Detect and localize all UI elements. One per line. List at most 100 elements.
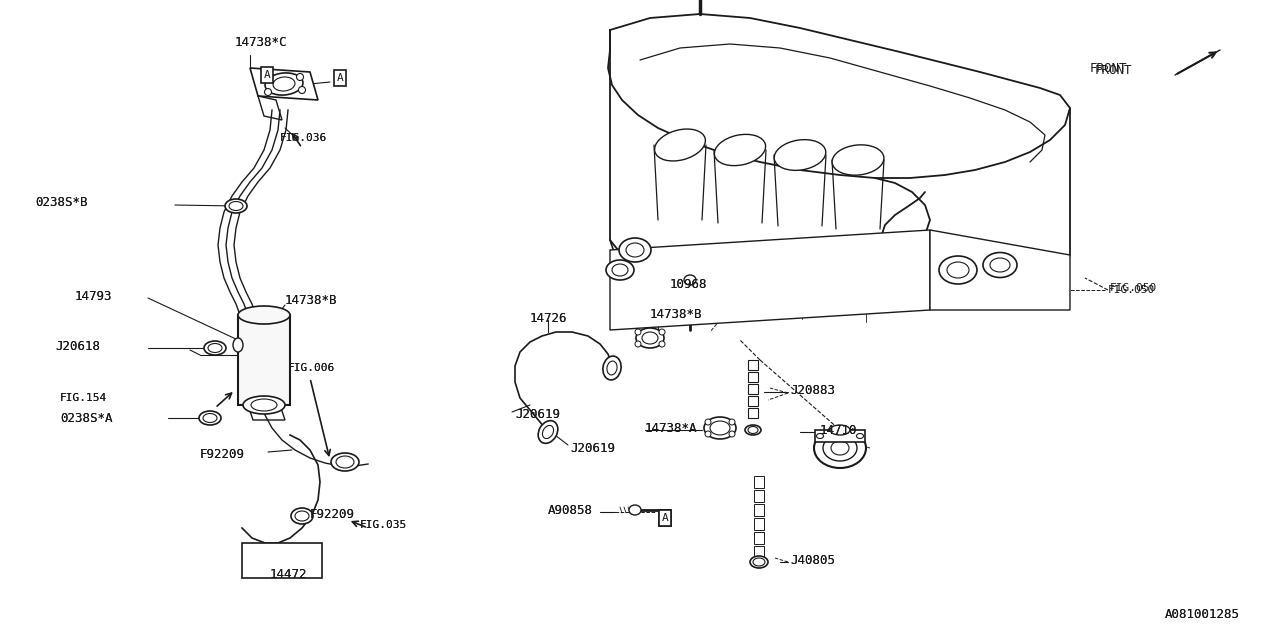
Text: 14793: 14793 — [76, 289, 113, 303]
Ellipse shape — [831, 441, 849, 455]
Text: 0238S*B: 0238S*B — [35, 195, 87, 209]
Text: J40805: J40805 — [790, 554, 835, 566]
Text: 14726: 14726 — [530, 312, 567, 324]
Polygon shape — [220, 262, 241, 278]
Polygon shape — [611, 230, 931, 330]
Polygon shape — [224, 196, 248, 212]
Ellipse shape — [225, 199, 247, 213]
Polygon shape — [224, 278, 246, 292]
Text: 10968: 10968 — [669, 278, 708, 291]
Bar — [748, 372, 758, 382]
Text: 14710: 14710 — [820, 424, 858, 436]
Text: F92209: F92209 — [310, 509, 355, 522]
Ellipse shape — [291, 508, 314, 524]
Ellipse shape — [714, 134, 765, 166]
Ellipse shape — [643, 332, 658, 344]
Text: FIG.154: FIG.154 — [60, 393, 108, 403]
Ellipse shape — [750, 556, 768, 568]
Ellipse shape — [856, 433, 864, 438]
Ellipse shape — [612, 264, 628, 276]
Bar — [748, 408, 758, 418]
Bar — [754, 546, 764, 558]
Bar — [748, 384, 758, 394]
Text: FIG.006: FIG.006 — [288, 363, 335, 373]
Text: A90858: A90858 — [548, 504, 593, 516]
Ellipse shape — [989, 258, 1010, 272]
Ellipse shape — [817, 433, 823, 438]
Ellipse shape — [745, 425, 762, 435]
Ellipse shape — [233, 338, 243, 352]
Ellipse shape — [983, 253, 1018, 278]
Ellipse shape — [298, 86, 306, 93]
Text: J20618: J20618 — [55, 340, 100, 353]
Ellipse shape — [748, 426, 758, 433]
Text: A081001285: A081001285 — [1165, 609, 1240, 621]
Text: FIG.036: FIG.036 — [280, 133, 328, 143]
Ellipse shape — [607, 361, 617, 375]
Text: FIG.154: FIG.154 — [60, 393, 108, 403]
Ellipse shape — [238, 306, 291, 324]
Ellipse shape — [628, 505, 641, 515]
Polygon shape — [230, 292, 252, 304]
Bar — [754, 490, 764, 502]
Polygon shape — [248, 405, 285, 420]
Ellipse shape — [940, 256, 977, 284]
Polygon shape — [259, 96, 282, 120]
Ellipse shape — [829, 425, 850, 435]
Text: A: A — [662, 513, 668, 523]
Text: J20618: J20618 — [55, 340, 100, 353]
Ellipse shape — [635, 341, 641, 347]
Text: 10968: 10968 — [669, 278, 708, 291]
Ellipse shape — [730, 419, 735, 425]
Polygon shape — [220, 212, 241, 228]
Ellipse shape — [538, 420, 558, 444]
Text: J40805: J40805 — [790, 554, 835, 566]
Bar — [754, 476, 764, 488]
Ellipse shape — [753, 558, 765, 566]
Ellipse shape — [832, 145, 884, 175]
Polygon shape — [264, 130, 285, 150]
Ellipse shape — [774, 140, 826, 170]
Text: FIG.035: FIG.035 — [360, 520, 407, 530]
Text: 14738*B: 14738*B — [650, 308, 703, 321]
Bar — [242, 543, 323, 578]
Text: A: A — [337, 73, 343, 83]
Ellipse shape — [198, 411, 221, 425]
Polygon shape — [250, 68, 317, 100]
Text: J20619: J20619 — [515, 408, 561, 422]
Ellipse shape — [251, 399, 276, 411]
Polygon shape — [218, 245, 236, 262]
Ellipse shape — [620, 238, 652, 262]
Ellipse shape — [335, 456, 355, 468]
Polygon shape — [232, 182, 259, 196]
Text: 0238S*A: 0238S*A — [60, 412, 113, 424]
Ellipse shape — [730, 431, 735, 437]
Text: 14472: 14472 — [270, 568, 307, 582]
Polygon shape — [236, 304, 256, 315]
Bar — [238, 315, 291, 405]
Text: A: A — [264, 70, 270, 80]
Ellipse shape — [265, 88, 271, 95]
Text: FIG.050: FIG.050 — [1110, 283, 1157, 293]
Bar — [754, 532, 764, 544]
Ellipse shape — [204, 341, 227, 355]
Ellipse shape — [626, 243, 644, 257]
Polygon shape — [931, 230, 1070, 310]
Text: 14738*B: 14738*B — [285, 294, 338, 307]
Polygon shape — [270, 110, 288, 130]
Text: F92209: F92209 — [200, 447, 244, 461]
Text: F92209: F92209 — [200, 447, 244, 461]
Text: FIG.036: FIG.036 — [280, 133, 328, 143]
Text: J20619: J20619 — [515, 408, 561, 422]
Text: 14793: 14793 — [76, 289, 113, 303]
Ellipse shape — [814, 428, 867, 468]
Ellipse shape — [297, 74, 303, 81]
Ellipse shape — [710, 421, 730, 435]
Ellipse shape — [705, 419, 710, 425]
Ellipse shape — [605, 260, 634, 280]
Ellipse shape — [332, 453, 358, 471]
Ellipse shape — [294, 511, 308, 521]
Bar — [748, 396, 758, 406]
Polygon shape — [253, 150, 280, 168]
Bar — [754, 504, 764, 516]
